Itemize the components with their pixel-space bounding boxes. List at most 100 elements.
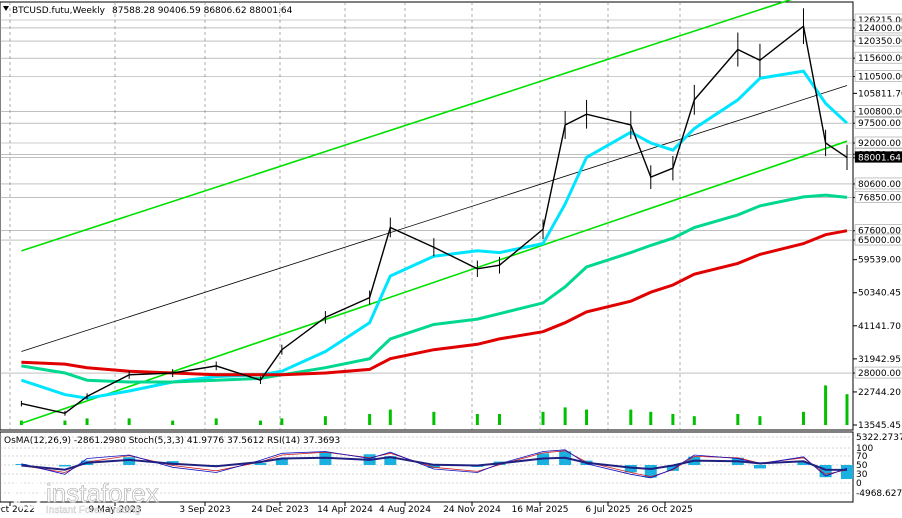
time-tick-label: 4 Aug 2024 (379, 505, 431, 515)
symbol-label: BTCUSD.futu,Weekly (12, 6, 106, 16)
price-tick-label: 31942.95 (858, 355, 901, 365)
channel-line (21, 85, 848, 352)
brand-name: instaforex (46, 478, 159, 508)
price-tick-label: 115600.00 (858, 54, 902, 64)
price-level-box (854, 51, 902, 64)
instaforex-logo-icon (11, 478, 43, 510)
price-level-box (854, 177, 902, 190)
price-level-box (854, 233, 902, 246)
volume-bar (671, 414, 675, 425)
volume-bar (388, 409, 392, 425)
price-tick-label: 124000.00 (858, 24, 902, 34)
price-level-box (854, 116, 902, 129)
oscillator-level-label: 0 (856, 479, 862, 489)
volume-bar (127, 418, 131, 425)
osma-bar (841, 465, 853, 479)
price-tick-label: 59539.00 (858, 256, 901, 266)
price-series (21, 24, 848, 415)
price-tick-label: 110500.00 (858, 72, 902, 82)
price-tick-label: 126215.00 (858, 16, 902, 26)
osma-bar (797, 462, 810, 465)
current-price-label: 88001.64 (858, 153, 901, 163)
volume-bar (649, 411, 653, 425)
osma-bar (58, 465, 71, 467)
volume-bar (736, 414, 740, 425)
volume-bar (758, 416, 762, 425)
watermark: instaforex Instant Forex Trading (11, 478, 159, 516)
volume-bar (171, 420, 175, 425)
time-tick-label: 9 May 2023 (89, 505, 142, 515)
price-bars (20, 8, 848, 416)
price-level-box (854, 136, 902, 149)
stoch-main-line (21, 449, 848, 479)
price-level-box (854, 34, 902, 47)
volume-bar (85, 418, 89, 425)
price-tick-label: 50340.45 (858, 289, 901, 299)
osma-bar (753, 465, 766, 469)
moving-averages (20, 69, 849, 400)
volume-bar (801, 411, 805, 425)
volume-bar (585, 409, 589, 425)
moving-average-line (21, 193, 848, 384)
osma-bar (275, 458, 288, 465)
price-tick-label: 13545.45 (858, 421, 901, 431)
chart-header: BTCUSD.futu,Weekly 87588.28 90406.59 868… (3, 6, 293, 16)
volume-bar (845, 394, 849, 425)
volume-bar (214, 418, 218, 425)
price-tick-label: 22744.20 (858, 388, 901, 398)
price-tick-label: 65000.00 (858, 236, 901, 246)
price-tick-label: 100800.00 (858, 107, 902, 117)
volume-bar (63, 420, 67, 425)
oscillator-level-label: -4968.6275 (856, 489, 902, 499)
current-price-box (855, 151, 902, 163)
main-panel-frame (0, 1, 854, 431)
volume-histogram (19, 385, 849, 425)
osma-bar (15, 464, 28, 465)
volume-bar (475, 414, 479, 425)
volume-bar (824, 385, 828, 425)
channel-line (21, 140, 848, 425)
volume-bar (258, 420, 262, 425)
channel-line (21, 0, 793, 252)
price-tick-label: 67600.00 (858, 227, 901, 237)
price-tick-label: 92000.00 (858, 139, 901, 149)
price-gridlines (0, 19, 853, 374)
volume-bar (541, 411, 545, 425)
time-tick-label: 6 Jul 2025 (585, 505, 630, 515)
time-axis: 2 Oct 2022 9 May 2023 3 Sep 2023 24 Dec 202… (0, 502, 693, 515)
price-tick-label: 120350.00 (858, 37, 902, 47)
time-tick-label: 2 Oct 2022 (0, 505, 35, 515)
volume-bar (323, 416, 327, 425)
main-panel (0, 0, 854, 502)
osma-bar (384, 456, 397, 465)
price-tick-label: 97500.00 (858, 119, 901, 129)
oscillator-level-label: 30 (856, 470, 868, 480)
osma-bar (624, 465, 637, 473)
volume-bar (629, 409, 633, 425)
price-level-box (854, 191, 902, 203)
oscillator-panel-frame (0, 431, 854, 503)
price-tick-label: 80600.00 (858, 180, 901, 190)
oscillator-level-label: 50 (856, 461, 868, 471)
time-tick-label: 14 Apr 2024 (317, 505, 373, 515)
moving-average-line (21, 229, 848, 377)
volume-bar (280, 418, 284, 425)
time-tick-label: 24 Nov 2024 (443, 505, 501, 515)
time-tick-label: 3 Sep 2023 (179, 505, 230, 515)
volume-bar (563, 407, 567, 425)
time-tick-label: 16 Mar 2025 (511, 505, 568, 515)
trend-channels (21, 0, 848, 425)
collapse-triangle-icon[interactable] (3, 6, 9, 11)
oscillator-level-label: 100 (856, 444, 873, 454)
oscillator-level-label: 70 (856, 452, 868, 462)
oscillator-level-label: 5322.2737 (856, 433, 902, 443)
price-level-box (854, 70, 902, 82)
osma-bar (666, 465, 679, 471)
price-level-box (854, 105, 902, 117)
logo-arrow-icon (16, 484, 36, 504)
price-tick-label: 105811.70 (858, 89, 902, 99)
time-tick-label: 26 Oct 2025 (637, 505, 693, 515)
price-tick-label: 41141.70 (858, 322, 901, 332)
